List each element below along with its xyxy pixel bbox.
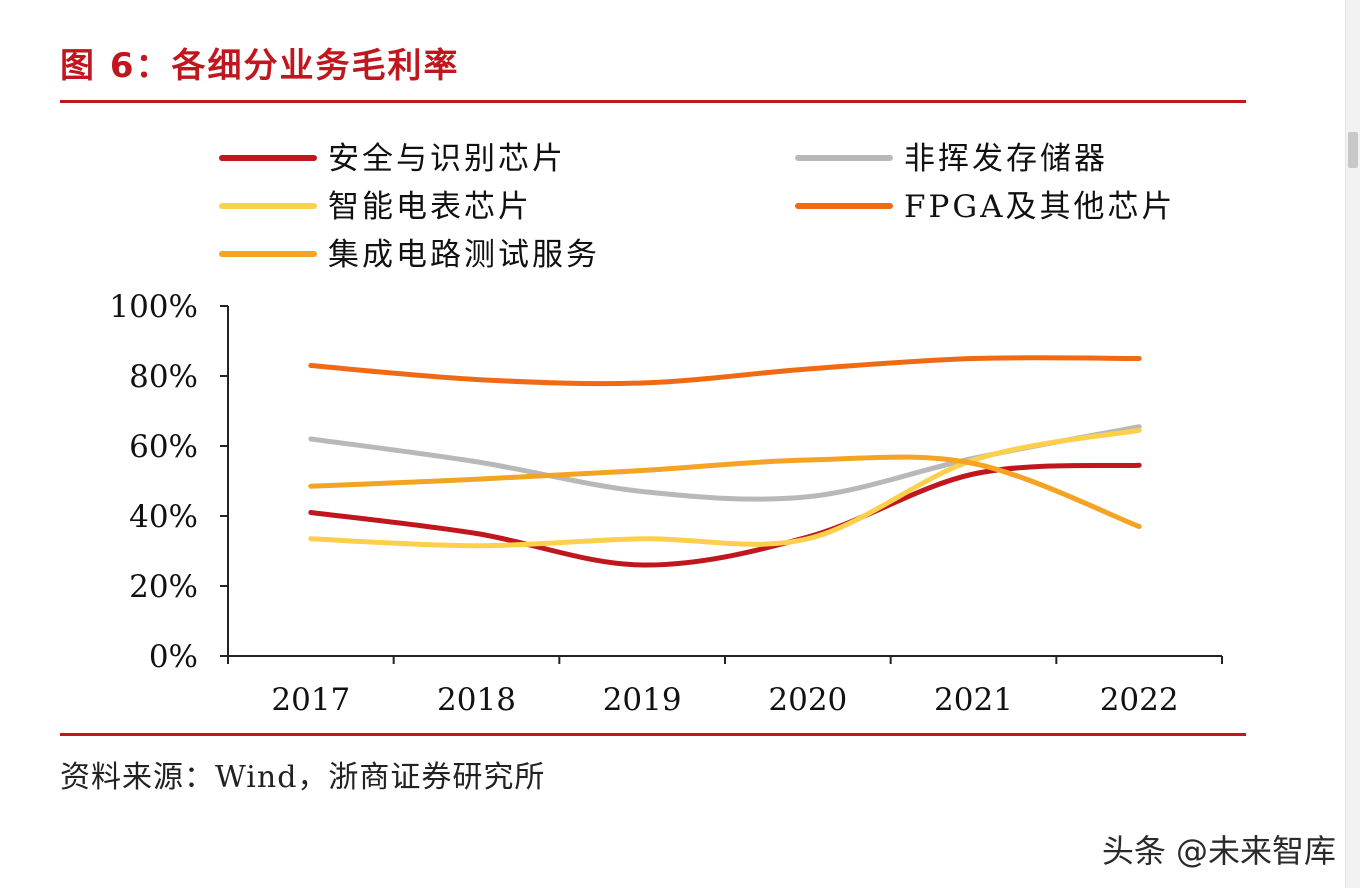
y-tick-label: 20% — [129, 569, 198, 605]
watermark: 头条 @未来智库 — [1101, 832, 1336, 870]
source-note: 资料来源：Wind，浙商证券研究所 — [60, 760, 546, 795]
title-divider — [60, 100, 1246, 103]
scrollbar-thumb[interactable] — [1348, 132, 1358, 168]
legend-label-1: 安全与识别芯片 — [328, 141, 566, 177]
legend-label-5: 集成电路测试服务 — [328, 237, 600, 273]
x-tick-label: 2021 — [934, 682, 1013, 718]
series-line-1 — [308, 462, 1142, 568]
figure-title: 图 6：各细分业务毛利率 — [60, 46, 460, 86]
y-tick-label: 40% — [129, 499, 198, 535]
y-tick-label: 60% — [129, 429, 198, 465]
y-tick-label: 0% — [149, 639, 198, 675]
series-line-5 — [308, 454, 1142, 529]
x-tick-label: 2019 — [603, 682, 682, 718]
scrollbar[interactable] — [1345, 0, 1360, 888]
legend-label-2: 非挥发存储器 — [904, 141, 1108, 177]
x-axis: 2017 2018 2019 2020 2021 2022 — [227, 655, 1223, 718]
x-tick-label: 2018 — [437, 682, 516, 718]
series-line-3 — [308, 427, 1142, 549]
x-tick-label: 2017 — [271, 682, 350, 718]
series-line-4 — [308, 355, 1142, 387]
y-tick-label: 100% — [109, 289, 198, 325]
legend-label-3: 智能电表芯片 — [328, 189, 532, 225]
legend-label-4: FPGA及其他芯片 — [904, 189, 1176, 225]
y-axis: 0% 20% 40% 60% 80% 100% — [109, 289, 229, 675]
x-tick-label: 2020 — [768, 682, 847, 718]
source-divider — [60, 733, 1246, 736]
series-lines — [308, 355, 1142, 568]
x-tick-label: 2022 — [1100, 682, 1179, 718]
y-tick-label: 80% — [129, 359, 198, 395]
